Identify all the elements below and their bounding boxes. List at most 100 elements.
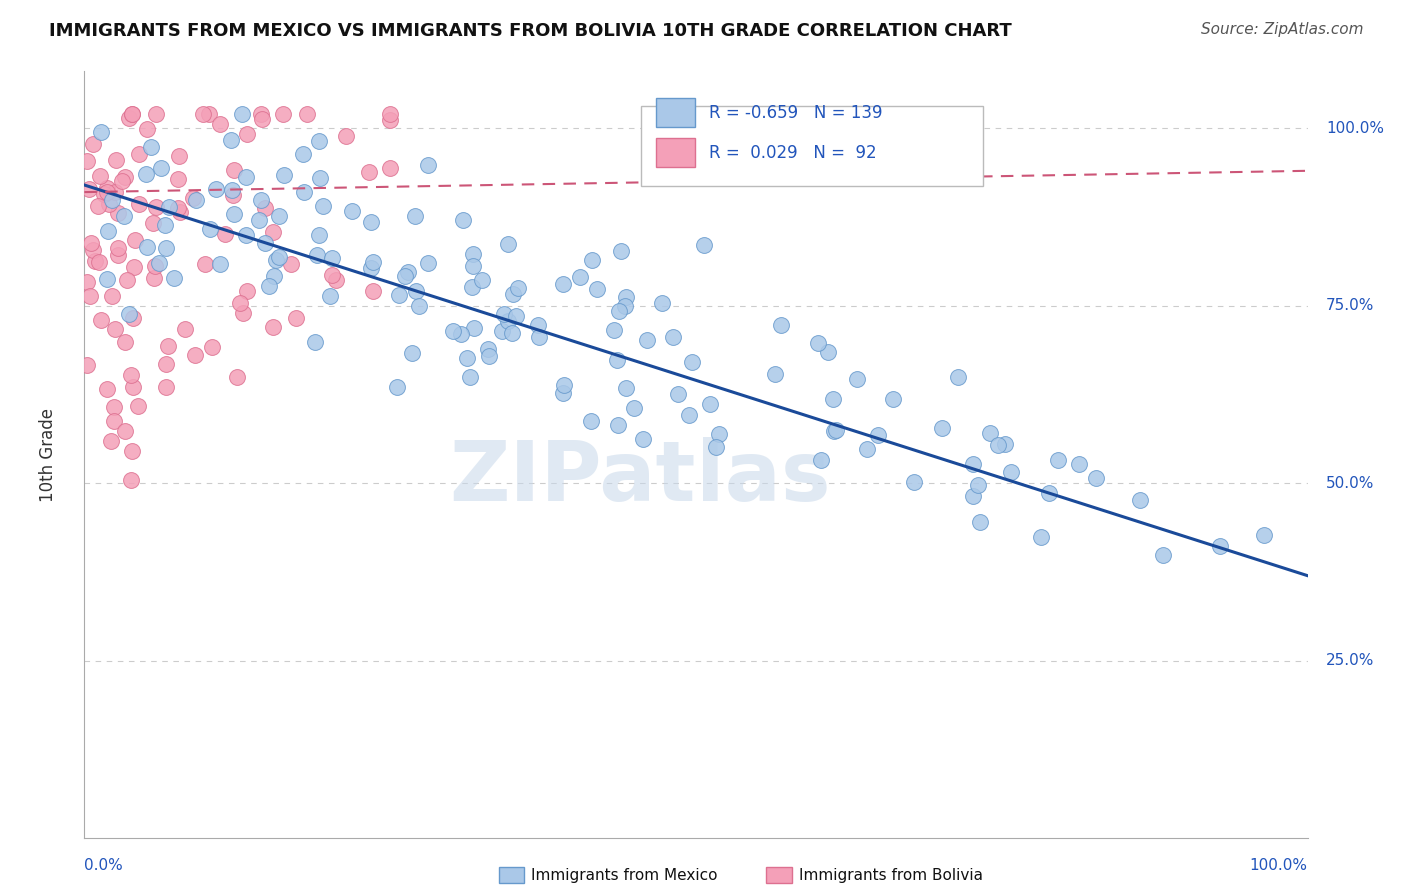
- Point: [666, 387, 689, 401]
- Point: [219, 133, 242, 147]
- Point: [825, 423, 848, 437]
- Point: [76, 358, 98, 372]
- Point: [269, 250, 291, 264]
- Point: [651, 296, 673, 310]
- Point: [193, 107, 215, 121]
- Point: [614, 299, 637, 313]
- Point: [235, 284, 257, 298]
- Point: [453, 213, 475, 227]
- Point: [221, 183, 243, 197]
- Point: [614, 290, 637, 304]
- Point: [321, 252, 343, 266]
- Point: [342, 203, 364, 218]
- Point: [501, 326, 523, 341]
- Point: [145, 200, 167, 214]
- Point: [117, 273, 139, 287]
- Point: [96, 185, 118, 199]
- Point: [969, 515, 991, 529]
- Point: [128, 197, 150, 211]
- Point: [104, 322, 127, 336]
- Point: [325, 273, 347, 287]
- Point: [763, 367, 786, 381]
- Point: [824, 424, 846, 438]
- Point: [120, 368, 142, 382]
- Point: [631, 432, 654, 446]
- Point: [167, 148, 190, 162]
- Point: [292, 147, 315, 161]
- Point: [450, 326, 472, 341]
- Point: [87, 199, 110, 213]
- Text: 100.0%: 100.0%: [1250, 858, 1308, 872]
- Point: [491, 324, 513, 338]
- Point: [461, 247, 484, 261]
- Point: [184, 193, 207, 207]
- Point: [607, 418, 630, 433]
- Point: [96, 383, 118, 397]
- Point: [121, 107, 143, 121]
- Point: [704, 440, 727, 454]
- Point: [471, 273, 494, 287]
- Point: [163, 271, 186, 285]
- Point: [101, 193, 124, 207]
- Point: [292, 186, 315, 200]
- Point: [987, 438, 1010, 452]
- Point: [821, 392, 844, 407]
- Point: [506, 281, 529, 295]
- Point: [807, 336, 830, 351]
- Point: [363, 284, 385, 298]
- Point: [304, 335, 326, 350]
- Point: [699, 397, 721, 411]
- Point: [184, 348, 207, 362]
- Point: [149, 161, 172, 176]
- Point: [357, 164, 380, 178]
- Point: [551, 386, 574, 401]
- Point: [122, 380, 145, 394]
- Point: [96, 181, 118, 195]
- Point: [135, 167, 157, 181]
- Point: [142, 216, 165, 230]
- Point: [361, 255, 384, 269]
- Point: [122, 311, 145, 326]
- Point: [173, 322, 195, 336]
- Point: [226, 369, 249, 384]
- Text: R =  0.029   N =  92: R = 0.029 N = 92: [710, 144, 877, 161]
- Text: ZIPat: ZIPat: [450, 437, 696, 518]
- Point: [194, 257, 217, 271]
- Point: [1038, 485, 1060, 500]
- Point: [335, 129, 357, 144]
- Point: [222, 188, 245, 202]
- Point: [360, 261, 382, 276]
- Point: [128, 146, 150, 161]
- Point: [77, 182, 100, 196]
- Point: [308, 228, 330, 243]
- Point: [257, 279, 280, 293]
- Point: [931, 421, 953, 435]
- Point: [553, 378, 575, 392]
- Point: [229, 295, 252, 310]
- Point: [478, 349, 501, 363]
- FancyBboxPatch shape: [655, 138, 695, 168]
- Point: [205, 182, 228, 196]
- Point: [295, 107, 318, 121]
- Point: [200, 340, 222, 354]
- Text: Immigrants from Bolivia: Immigrants from Bolivia: [799, 868, 983, 882]
- Point: [273, 107, 295, 121]
- Point: [360, 215, 382, 229]
- Point: [492, 307, 515, 321]
- FancyBboxPatch shape: [655, 98, 695, 128]
- Point: [167, 201, 190, 215]
- Point: [269, 209, 291, 223]
- Point: [678, 408, 700, 422]
- Point: [603, 323, 626, 337]
- FancyBboxPatch shape: [641, 106, 983, 186]
- Point: [380, 107, 402, 121]
- Point: [312, 199, 335, 213]
- Point: [477, 342, 499, 356]
- Point: [222, 207, 245, 221]
- Point: [235, 127, 257, 141]
- Point: [308, 135, 330, 149]
- Point: [388, 287, 411, 301]
- Point: [76, 154, 98, 169]
- Point: [1067, 457, 1090, 471]
- Point: [103, 400, 125, 414]
